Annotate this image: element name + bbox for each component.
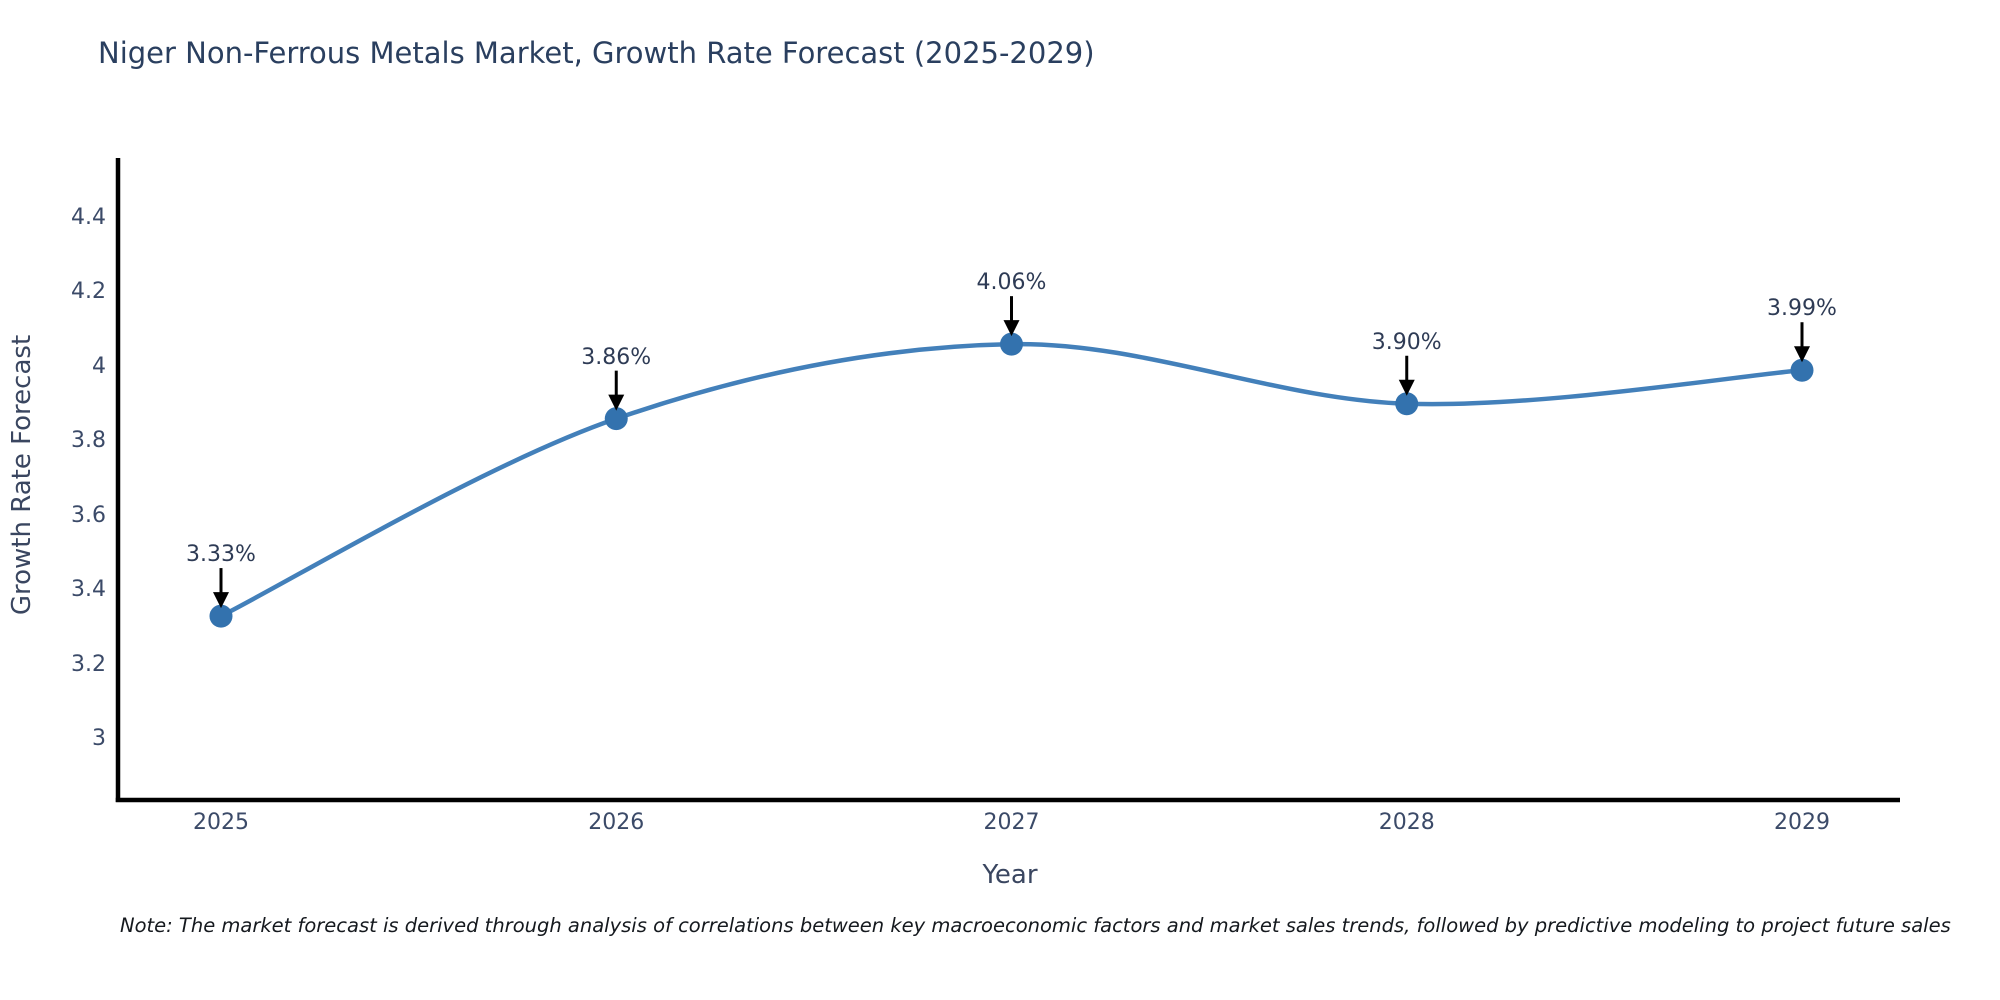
x-tick-label: 2028 [1378, 810, 1435, 835]
data-label: 4.06% [976, 270, 1047, 296]
x-tick-label: 2027 [983, 810, 1040, 835]
x-axis-title: Year [982, 860, 1038, 890]
annotation-arrowhead-icon [213, 592, 229, 609]
data-label: 3.90% [1371, 329, 1442, 355]
y-tick-label: 4.2 [71, 279, 106, 304]
data-point-marker [209, 604, 233, 628]
data-label: 3.99% [1767, 296, 1837, 322]
data-point-marker [1000, 332, 1023, 356]
y-tick-label: 4.4 [71, 204, 106, 230]
x-tick-label: 2026 [588, 810, 645, 835]
y-tick-label: 3.4 [71, 577, 106, 602]
annotation-arrows [213, 296, 1810, 609]
axes-layer [115, 158, 1900, 803]
footnote: Note: The market forecast is derived thr… [120, 914, 1951, 937]
annotation-arrowhead-icon [1003, 320, 1020, 337]
y-tick-label: 3.2 [71, 651, 106, 677]
data-point-marker [604, 407, 628, 431]
y-axis-title: Growth Rate Forecast [7, 334, 37, 616]
data-point-marker [1395, 392, 1419, 416]
data-point-marker [1790, 358, 1814, 382]
chart-title: Niger Non-Ferrous Metals Market, Growth … [98, 36, 1095, 70]
x-tick-label: 2029 [1774, 810, 1830, 835]
y-tick-label: 3.8 [71, 428, 106, 453]
y-tick-label: 3 [92, 726, 106, 751]
annotation-arrowhead-icon [1794, 346, 1810, 363]
y-tick-label: 4 [92, 353, 106, 379]
x-tick-label: 2025 [193, 810, 249, 835]
y-tick-label: 3.6 [71, 502, 106, 528]
series-layer [209, 332, 1814, 628]
series-line [218, 341, 1805, 619]
data-label: 3.86% [581, 344, 652, 370]
annotation-arrowhead-icon [1398, 379, 1415, 396]
data-label: 3.33% [186, 542, 256, 568]
annotation-arrowhead-icon [608, 394, 625, 411]
